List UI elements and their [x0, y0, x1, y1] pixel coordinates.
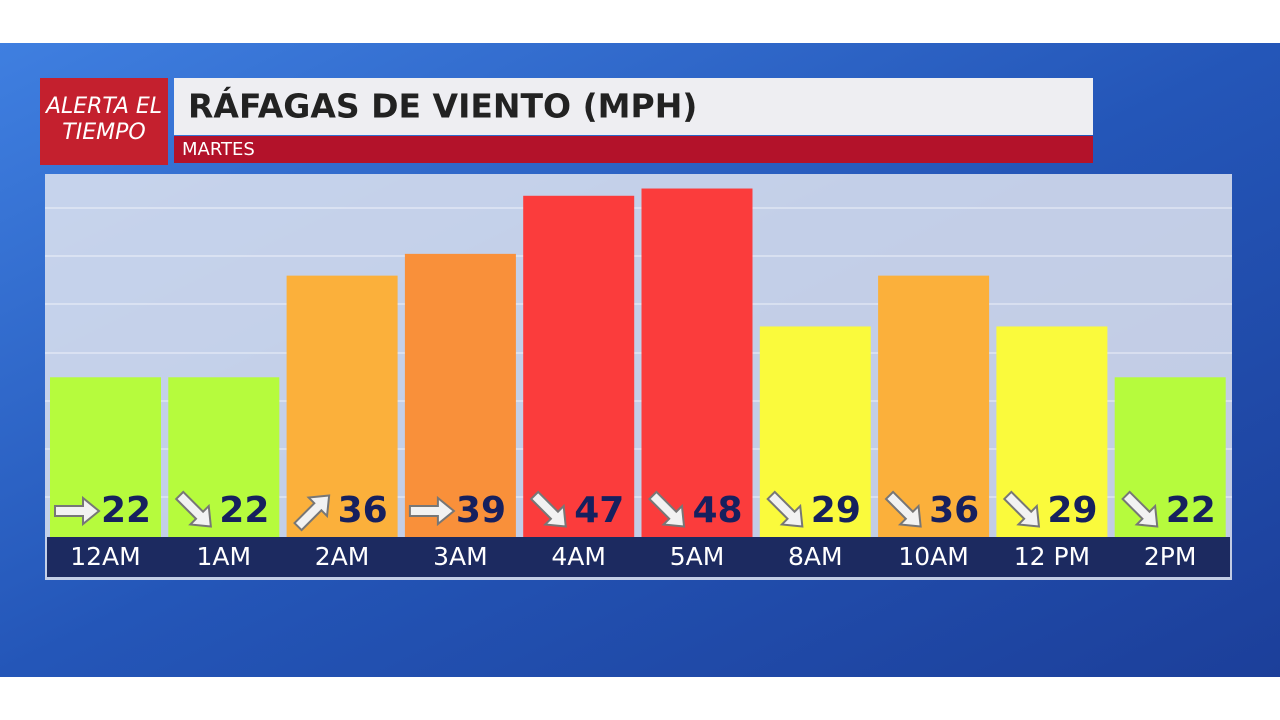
value-label: 29	[811, 490, 861, 531]
x-tick-label: 3AM	[433, 542, 488, 571]
arrow-shape	[1002, 490, 1041, 528]
bar	[878, 275, 990, 537]
x-tick-label: 12 PM	[1014, 542, 1090, 571]
arrow-shape	[174, 490, 212, 528]
wind-arrow	[54, 495, 101, 527]
value-label: 48	[693, 490, 743, 531]
category-strip	[47, 537, 1230, 577]
value-label: 22	[219, 490, 269, 531]
x-tick-label: 1AM	[197, 542, 252, 571]
value-label: 39	[456, 490, 506, 531]
bar	[641, 188, 753, 537]
wind-arrow	[293, 494, 331, 532]
x-tick-label: 2AM	[315, 542, 370, 571]
x-tick-label: 2PM	[1144, 542, 1197, 571]
value-label: 36	[929, 490, 979, 531]
arrow-shape	[1121, 490, 1159, 528]
chart-subtitle: MARTES	[182, 139, 255, 160]
title-bar	[174, 78, 1093, 135]
arrow-shape	[54, 495, 101, 527]
subtitle-bar	[174, 136, 1093, 163]
wind-arrow	[1121, 490, 1159, 528]
value-label: 22	[101, 490, 151, 531]
arrow-shape	[884, 490, 922, 528]
arrow-shape	[408, 495, 456, 527]
x-tick-label: 12AM	[70, 542, 140, 571]
arrow-shape	[529, 490, 567, 528]
x-tick-label: 10AM	[898, 542, 968, 571]
chart-title: RÁFAGAS DE VIENTO (MPH)	[188, 86, 697, 126]
arrow-shape	[647, 490, 686, 528]
bar	[404, 253, 516, 538]
wind-arrow	[647, 490, 686, 528]
bar	[286, 275, 398, 537]
x-tick-label: 4AM	[551, 542, 606, 571]
wind-arrow	[766, 490, 804, 528]
x-tick-label: 8AM	[788, 542, 843, 571]
logo-line: TIEMPO	[62, 120, 145, 145]
wind-arrow	[174, 490, 212, 528]
value-label: 47	[574, 490, 624, 531]
wind-arrow	[884, 490, 922, 528]
bar	[523, 195, 635, 537]
arrow-shape	[293, 494, 331, 532]
arrow-shape	[766, 490, 804, 528]
logo-line: ALERTA EL	[44, 94, 162, 119]
value-label: 29	[1047, 490, 1097, 531]
value-label: 36	[338, 490, 388, 531]
wind-arrow	[529, 490, 567, 528]
logo-box	[40, 78, 168, 165]
x-tick-label: 5AM	[670, 542, 725, 571]
wind-arrow	[408, 495, 456, 527]
wind-arrow	[1002, 490, 1041, 528]
value-label: 22	[1166, 490, 1216, 531]
